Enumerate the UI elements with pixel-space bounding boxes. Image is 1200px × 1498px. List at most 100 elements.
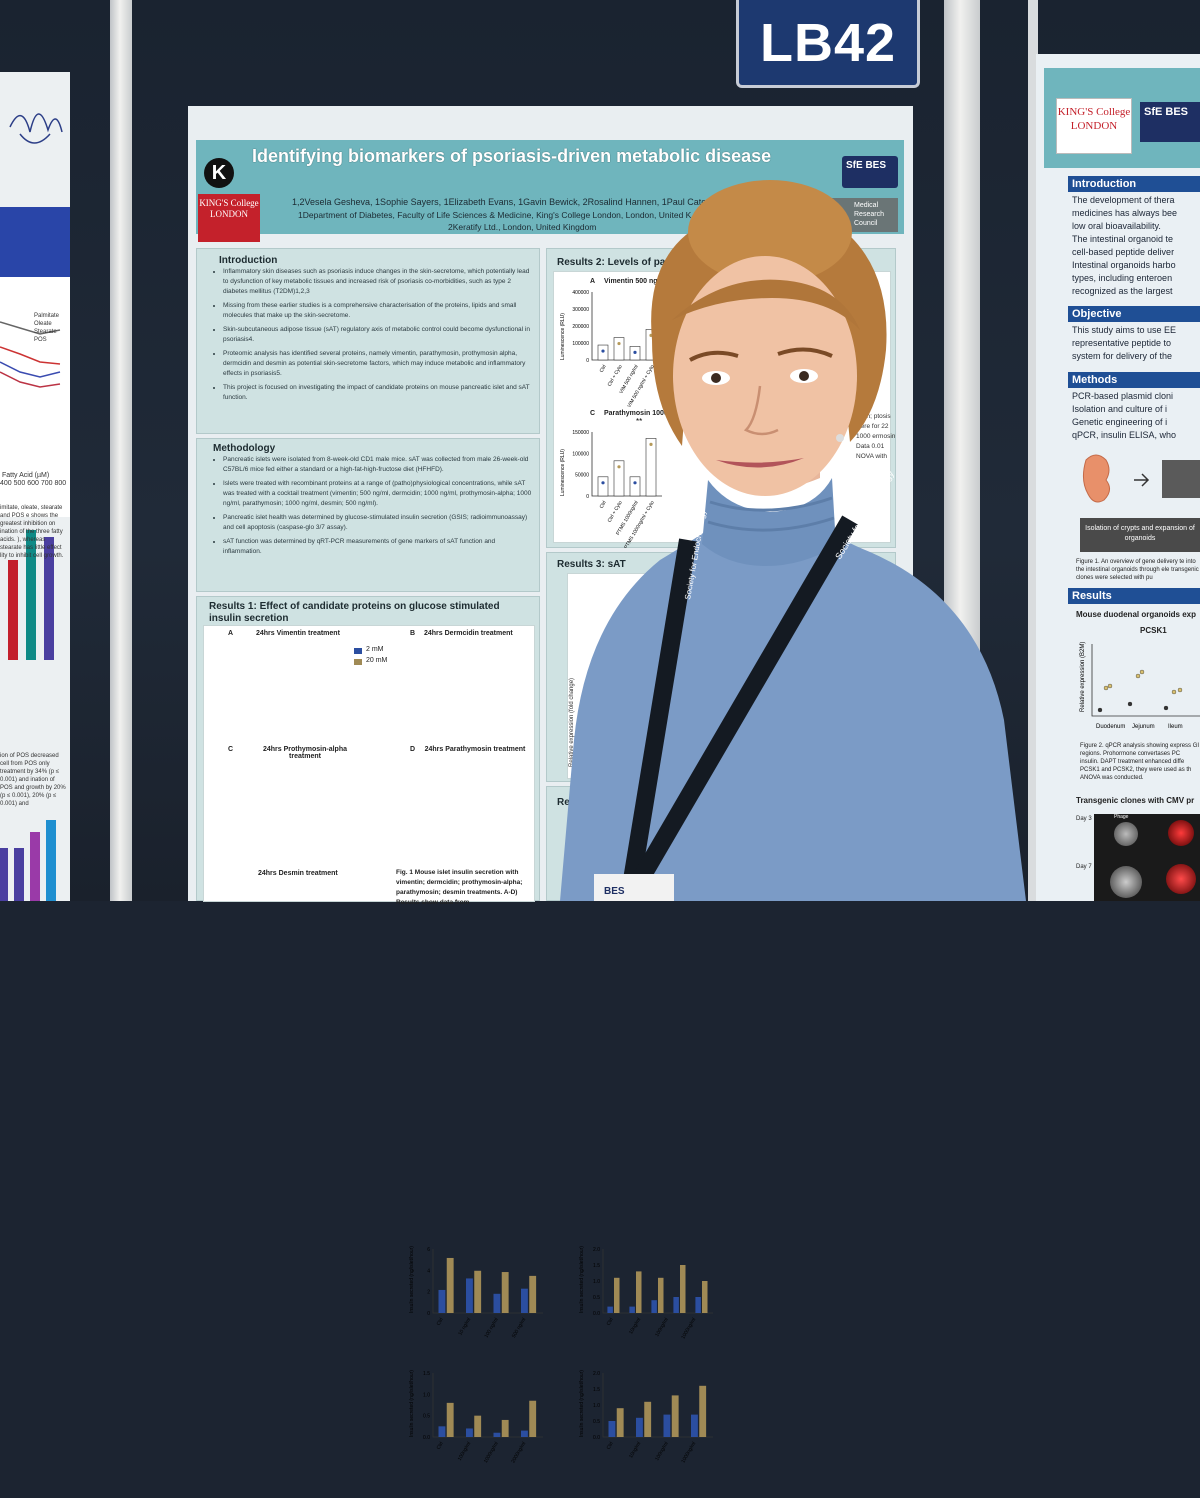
r1-cat-2-2: 1000ng/ml: [483, 1441, 500, 1464]
right-pcsk1-label: PCSK1: [1140, 626, 1167, 635]
right-methods-line-1: PCR-based plasmid cloni: [1072, 391, 1174, 401]
r1-bar-high-3-0: [616, 1408, 624, 1437]
r2-tick-1-1: 50000: [575, 473, 589, 479]
right-mouse-label: Mouse duodenal organoids exp: [1076, 610, 1197, 619]
person-presenter: Society for Endocrinology Society for En…: [560, 180, 1026, 901]
r1-cat-3-1: 10ng/ml: [628, 1441, 642, 1459]
method-bullet-4: sAT function was determined by qRT-PCR m…: [223, 537, 535, 557]
r1-bar-low-0-3: [521, 1288, 528, 1313]
r2-dot-1-2: [633, 481, 637, 485]
r1-bar-low-2-3: [521, 1430, 528, 1437]
r2-chart-a-letter: A: [590, 278, 596, 285]
r1-bar-low-3-2: [663, 1414, 671, 1437]
r2-dot-0-1: [617, 341, 621, 346]
chart-d-title: 24hrs Parathymosin treatment: [424, 746, 526, 753]
legend-20mm: 20 mM: [366, 657, 388, 664]
right-sfe-logo: SfE BES: [1140, 102, 1200, 142]
r2-dot-1-0: [601, 481, 605, 485]
legend-2mm: 2 mM: [366, 646, 384, 653]
method-bullet-2: Islets were treated with recombinant pro…: [223, 479, 535, 509]
nose: [743, 385, 779, 436]
r2-cat-0-0: Ctrl: [599, 364, 608, 374]
results1-heading: Results 1: Effect of candidate proteins …: [209, 601, 500, 624]
r2-bar-1-2: [629, 476, 641, 497]
r1-tick-0-3: 6: [427, 1247, 430, 1253]
right-objective-heading: Objective: [1068, 306, 1200, 322]
r2-ylabel-0: Luminescence (RLU): [560, 313, 566, 360]
r1-bar-low-0-1: [466, 1278, 473, 1313]
right-intro-line-4: The intestinal organoid te: [1072, 234, 1174, 244]
right-intro-line-8: recognized as the largest: [1072, 286, 1173, 296]
poster-affiliation-2: 2Keratify Ltd., London, United Kingdom: [448, 222, 597, 232]
r1-tick-3-4: 2.0: [593, 1371, 600, 1377]
r1-bar-low-1-2: [651, 1300, 657, 1313]
r2-chart-c-title: Parathymosin 1000 n: [604, 410, 675, 417]
r2-cat-1-0: Ctrl: [599, 500, 608, 510]
left-xaxis-label: Fatty Acid (µM): [2, 472, 50, 479]
r2-ylabel-1: Luminescence (RLU): [560, 449, 566, 496]
left-bar-7: [46, 820, 56, 901]
pcsk-cat-2: Ileum: [1168, 724, 1183, 730]
booth-number-tag: LB42: [736, 0, 920, 88]
left-bar-5: [14, 848, 24, 901]
r2-bar-1-1: [613, 460, 625, 497]
methodology-heading: Methodology: [213, 443, 276, 454]
right-intro-line-7: types, including enteroen: [1072, 273, 1173, 283]
r1-bar-high-1-3: [680, 1265, 686, 1313]
chart-b-title: 24hrs Dermcidin treatment: [424, 630, 513, 637]
r1-ylabel-3: Insulin secreted (ng/islet/hour): [579, 1370, 585, 1437]
right-poster: KING'S College LONDON SfE BES Introducti…: [1036, 54, 1200, 901]
intro-bullet-3: Skin-subcutaneous adipose tissue (sAT) r…: [223, 325, 535, 345]
chart-c-title: 24hrs Prothymosin-alpha treatment: [262, 746, 348, 760]
r1-tick-0-2: 4: [427, 1268, 430, 1274]
microscopy-fluor-day3: [1168, 820, 1194, 846]
pcsk-point-4: [1135, 673, 1141, 679]
r1-tick-3-2: 1.0: [593, 1403, 600, 1409]
r1-tick-3-0: 0.0: [593, 1435, 600, 1441]
r1-tick-1-0: 0.0: [593, 1311, 600, 1317]
r2-tick-0-2: 200000: [572, 324, 589, 330]
right-objective-text: This study aims to use EE representative…: [1072, 324, 1176, 363]
left-text-2: ion of POS decreased cell from POS only …: [0, 753, 66, 807]
left-bar-3: [44, 537, 54, 660]
r2-bar-1-0: [597, 476, 609, 497]
r2-chart-a-title: Vimentin 500 ng/ml: [604, 278, 668, 285]
phoenix-logo: [9, 113, 63, 144]
chart-a-title: 24hrs Vimentin treatment: [256, 630, 340, 637]
r1-bar-high-1-2: [658, 1277, 664, 1313]
r1-bar-high-3-1: [644, 1401, 652, 1437]
r2-dot-0-0: [601, 349, 605, 353]
r2-chart-c-letter: C: [590, 410, 596, 417]
right-figure2-caption: Figure 2. qPCR analysis showing express …: [1080, 743, 1200, 781]
hair-bun: [688, 180, 852, 284]
r1-bar-low-3-3: [691, 1414, 698, 1437]
pcsk-point-5: [1139, 669, 1145, 675]
r2-bar-0-1: [613, 337, 625, 361]
left-line-series-4: [0, 371, 61, 388]
right-methods-heading: Methods: [1068, 372, 1200, 388]
r1-cat-1-0: Ctrl: [606, 1317, 615, 1327]
right-microscopy-grid: Phage: [1094, 814, 1200, 901]
microscopy-fluor-day7: [1166, 864, 1196, 894]
r2-tick-0-0: 0: [586, 358, 589, 364]
right-organoid-illustration: [1082, 454, 1200, 503]
r1-bar-low-1-3: [673, 1297, 679, 1313]
left-xaxis-ticks: 400 500 600 700 800: [0, 480, 67, 487]
r2-significance: **: [636, 417, 642, 426]
r1-bar-low-1-4: [695, 1297, 701, 1313]
results3-heading: Results 3: sAT: [557, 559, 626, 570]
frame-edge-far-right: [1028, 0, 1038, 901]
pcsk-point-0: [1097, 707, 1103, 713]
r1-tick-0-1: 2: [427, 1290, 430, 1296]
pcsk-axis: [1091, 644, 1200, 717]
r1-tick-1-1: 0.5: [593, 1295, 600, 1301]
turtleneck-collar: [702, 478, 836, 566]
intro-bullet-4: Proteomic analysis has identified severa…: [223, 349, 535, 379]
methodology-panel: Methodology Pancreatic islets were isola…: [196, 438, 540, 592]
left-legend-4: POS: [34, 337, 47, 343]
r1-tick-0-0: 0: [427, 1311, 430, 1317]
right-results-heading: Results: [1068, 588, 1200, 604]
badge-text: BES: [604, 886, 625, 897]
pcsk-ylabel: Relative expression (B2M): [1080, 642, 1086, 712]
intro-bullet-5: This project is focused on investigating…: [223, 383, 535, 403]
